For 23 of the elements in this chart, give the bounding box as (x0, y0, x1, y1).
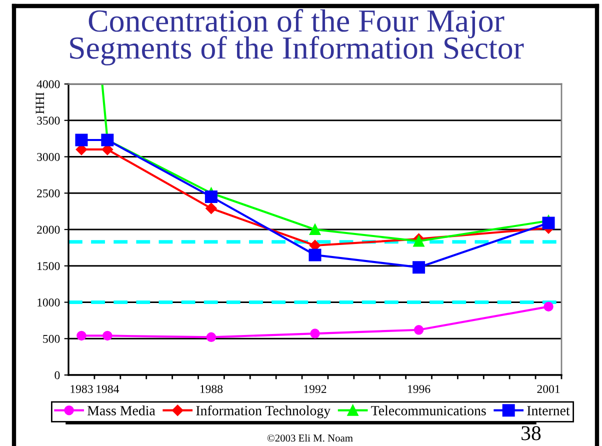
x-tick-label: 2001 (537, 385, 560, 394)
y-tick-label: 3500 (37, 116, 60, 125)
y-tick-label: 2500 (37, 189, 60, 198)
y-tick-label: 4000 (36, 80, 60, 88)
x-tick-label: 1988 (200, 385, 223, 394)
y-tick-label: 2000 (37, 226, 60, 234)
y-axis-title: HHI (36, 92, 44, 114)
legend-label: Mass Media (88, 406, 156, 416)
x-tick-label: 1983 (70, 385, 93, 394)
text: ©2003 Eli M. Noam (267, 434, 353, 442)
x-tick-label: 1984 (96, 385, 120, 394)
legend-label: Telecommunications (371, 406, 486, 416)
x-tick-label: 1996 (408, 385, 430, 394)
y-tick-label: 500 (43, 334, 60, 343)
text: 38 (522, 426, 541, 440)
y-tick-label: 1000 (38, 298, 60, 306)
y-tick-label: 0 (54, 371, 60, 380)
legend-label: Internet (527, 406, 570, 416)
y-tick-label: 3000 (37, 152, 60, 161)
legend-label: Information Technology (196, 405, 331, 418)
y-tick-label: 1500 (38, 262, 60, 270)
chart-title: Concentration of the Four Major Segments of the Information Sector (70, 9, 524, 66)
x-tick-label: 1992 (304, 385, 326, 394)
